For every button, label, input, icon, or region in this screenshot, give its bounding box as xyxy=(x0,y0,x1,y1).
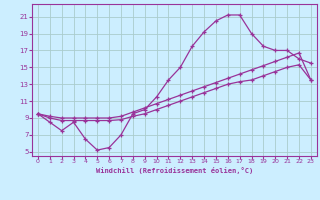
X-axis label: Windchill (Refroidissement éolien,°C): Windchill (Refroidissement éolien,°C) xyxy=(96,167,253,174)
